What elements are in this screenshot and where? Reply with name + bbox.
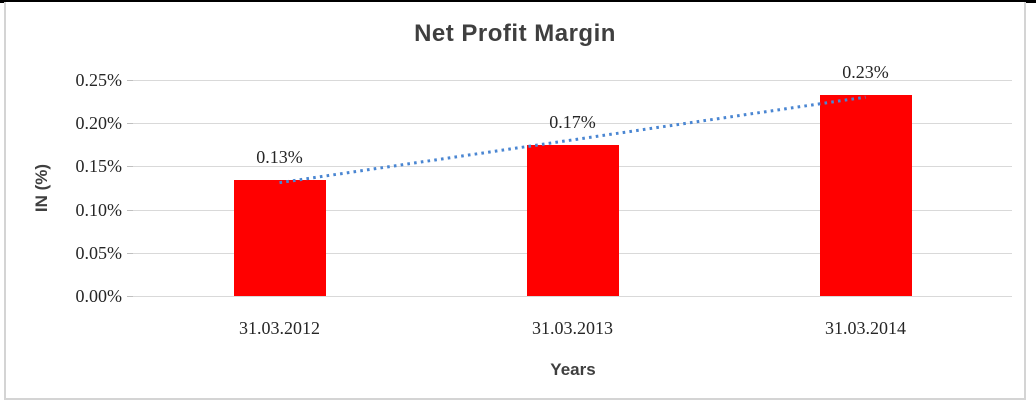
y-axis-title: IN (%) xyxy=(32,163,51,213)
gridline xyxy=(133,80,1012,81)
gridline xyxy=(133,296,1012,297)
y-axis-tick-label: 0.20% xyxy=(75,113,123,134)
x-axis-tick-label: 31.03.2012 xyxy=(239,318,320,338)
y-axis-tick-label: 0.15% xyxy=(75,156,123,177)
y-axis-tickmark xyxy=(127,209,133,211)
bar-31.03.2012[interactable] xyxy=(233,180,326,296)
x-axis-tick-label: 31.03.2013 xyxy=(532,318,613,338)
y-axis-tickmark xyxy=(127,80,133,81)
y-axis-tickmark xyxy=(127,296,133,297)
bar-data-label: 0.13% xyxy=(256,147,303,168)
y-axis-tick-label: 0.10% xyxy=(75,199,123,220)
window-top-edge xyxy=(0,0,1036,3)
y-axis-tickmark xyxy=(127,123,133,125)
bar-data-label: 0.23% xyxy=(842,61,889,82)
y-axis-tickmark xyxy=(127,166,133,168)
x-axis-tick-label: 31.03.2014 xyxy=(825,318,906,338)
y-axis-tick-label: 0.05% xyxy=(75,242,123,263)
bar-31.03.2013[interactable] xyxy=(526,144,619,296)
y-axis-tickmark xyxy=(127,252,133,254)
y-axis-tick-label: 0.00% xyxy=(75,286,123,306)
chart-title: Net Profit Margin xyxy=(414,20,616,47)
y-axis-tick-label: 0.25% xyxy=(75,70,123,90)
bar-31.03.2014[interactable] xyxy=(819,94,912,296)
x-axis-title: Years xyxy=(550,360,596,379)
bar-data-label: 0.17% xyxy=(549,111,596,132)
